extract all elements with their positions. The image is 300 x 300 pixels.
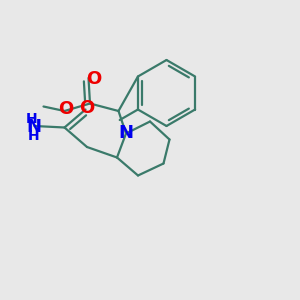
Text: O: O	[58, 100, 73, 118]
Text: O: O	[86, 70, 101, 88]
Text: N: N	[26, 118, 41, 136]
Text: N: N	[118, 124, 134, 142]
Text: H: H	[28, 129, 39, 142]
Text: O: O	[80, 99, 94, 117]
Text: H: H	[26, 112, 37, 126]
